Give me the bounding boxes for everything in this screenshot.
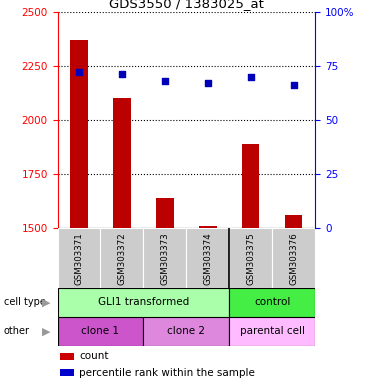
Text: GSM303374: GSM303374 bbox=[203, 232, 213, 285]
Bar bbox=[144, 228, 186, 288]
Bar bbox=[114, 98, 131, 228]
Text: control: control bbox=[254, 297, 290, 308]
Bar bbox=[58, 288, 229, 317]
Point bbox=[205, 80, 211, 86]
Bar bbox=[187, 228, 229, 288]
Text: percentile rank within the sample: percentile rank within the sample bbox=[79, 367, 255, 377]
Bar bbox=[242, 144, 259, 228]
Bar bbox=[60, 369, 74, 376]
Text: GSM303371: GSM303371 bbox=[75, 232, 83, 285]
Text: GLI1 transformed: GLI1 transformed bbox=[98, 297, 189, 308]
Point bbox=[76, 69, 82, 75]
Title: GDS3550 / 1383025_at: GDS3550 / 1383025_at bbox=[109, 0, 264, 10]
Text: GSM303372: GSM303372 bbox=[118, 232, 127, 285]
Text: count: count bbox=[79, 351, 109, 361]
Text: parental cell: parental cell bbox=[240, 326, 305, 336]
Point bbox=[291, 82, 297, 88]
Text: other: other bbox=[4, 326, 30, 336]
Point bbox=[162, 78, 168, 84]
Bar bbox=[60, 353, 74, 360]
Bar bbox=[101, 228, 144, 288]
Bar bbox=[58, 228, 101, 288]
Bar bbox=[70, 40, 88, 228]
Bar bbox=[229, 288, 315, 317]
Text: GSM303375: GSM303375 bbox=[246, 232, 255, 285]
Text: GSM303373: GSM303373 bbox=[160, 232, 170, 285]
Point bbox=[248, 74, 254, 80]
Bar bbox=[272, 228, 315, 288]
Text: clone 1: clone 1 bbox=[82, 326, 119, 336]
Point bbox=[119, 71, 125, 78]
Bar bbox=[156, 198, 174, 228]
Text: clone 2: clone 2 bbox=[167, 326, 206, 336]
Bar bbox=[199, 226, 217, 228]
Bar bbox=[58, 317, 144, 346]
Text: cell type: cell type bbox=[4, 297, 46, 308]
Bar bbox=[144, 317, 229, 346]
Text: ▶: ▶ bbox=[42, 326, 50, 336]
Text: ▶: ▶ bbox=[42, 297, 50, 308]
Text: GSM303376: GSM303376 bbox=[289, 232, 298, 285]
Bar bbox=[285, 215, 302, 228]
Bar bbox=[229, 228, 272, 288]
Bar bbox=[229, 317, 315, 346]
